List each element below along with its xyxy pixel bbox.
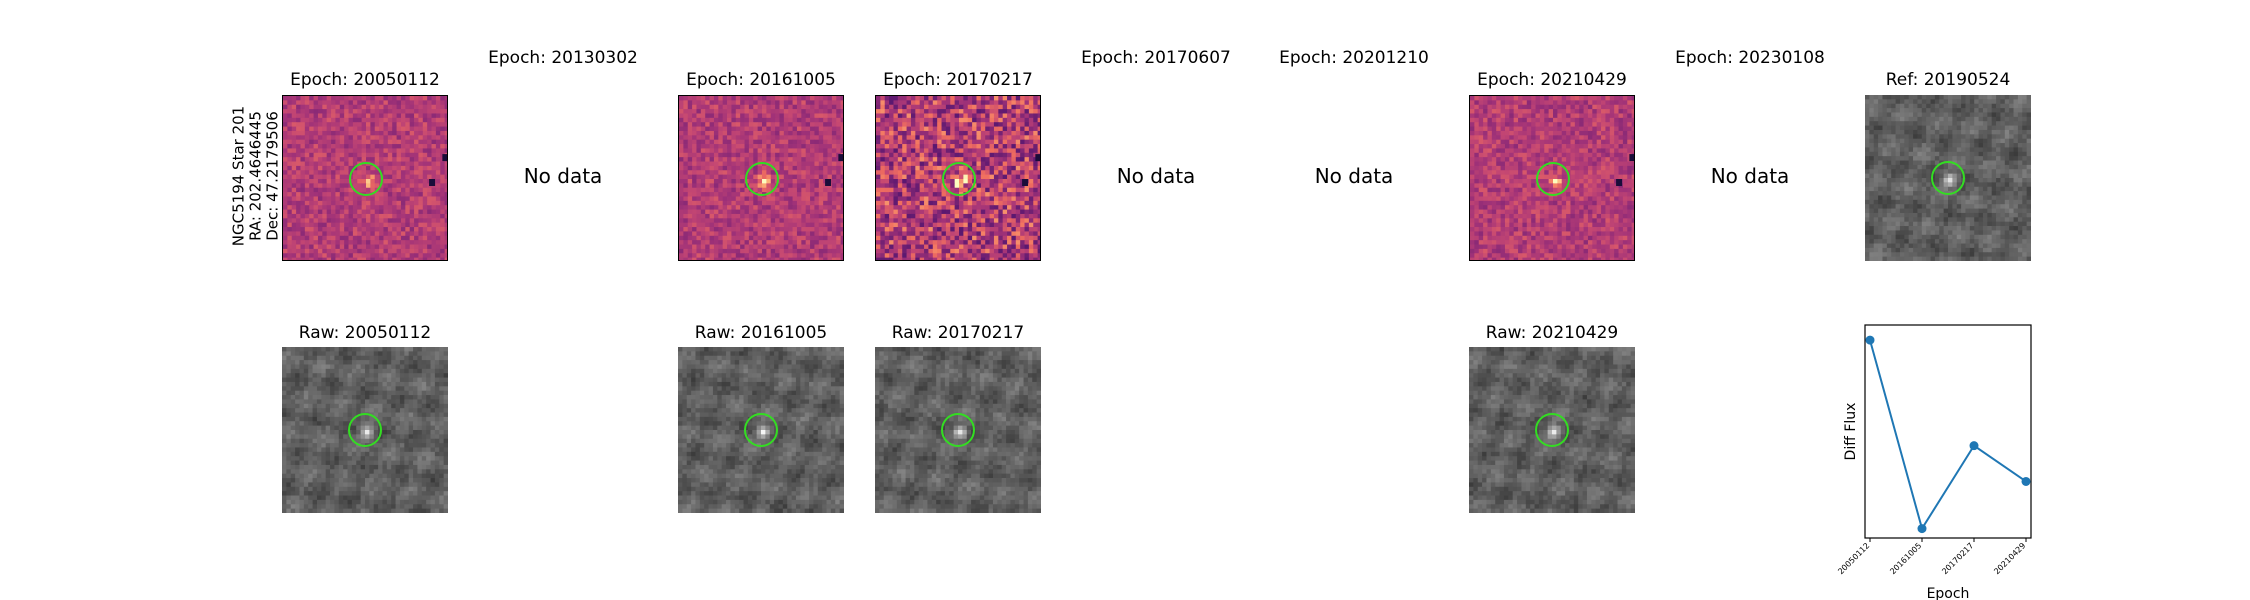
raw-image-2 xyxy=(875,347,1041,513)
star-name: NGC5194 Star 201 xyxy=(229,105,248,247)
no-data-1: No data xyxy=(523,164,603,188)
data-point xyxy=(1917,524,1927,534)
source-marker-circle xyxy=(1536,162,1570,196)
diff-image-0 xyxy=(282,95,448,261)
dec-value: Dec: 47.2179506 xyxy=(263,111,282,241)
source-marker-circle xyxy=(745,162,779,196)
source-marker-circle xyxy=(941,413,975,447)
x-tick-label: 20210429 xyxy=(1992,541,2027,576)
source-marker-circle xyxy=(942,162,976,196)
diff-image-2 xyxy=(678,95,844,261)
raw-title-1: Raw: 20161005 xyxy=(694,323,828,343)
diff-image-3 xyxy=(875,95,1041,261)
diff-title-4: Epoch: 20170607 xyxy=(1081,48,1231,68)
x-axis-label: Epoch xyxy=(1927,586,1970,600)
diff-title-0: Epoch: 20050112 xyxy=(290,70,440,90)
diff-image-6 xyxy=(1469,95,1635,261)
x-tick-label: 20161005 xyxy=(1888,541,1923,576)
ref-title: Ref: 20190524 xyxy=(1885,70,2011,90)
data-point xyxy=(1865,335,1875,345)
source-marker-circle xyxy=(744,413,778,447)
series-line xyxy=(1869,339,2027,532)
diff-title-7: Epoch: 20230108 xyxy=(1675,48,1825,68)
diff-title-2: Epoch: 20161005 xyxy=(686,70,836,90)
row-label: NGC5194 Star 201 RA: 202.4646445 Dec: 47… xyxy=(229,105,282,247)
source-marker-circle xyxy=(348,413,382,447)
diff-title-5: Epoch: 20201210 xyxy=(1279,48,1429,68)
source-marker-circle xyxy=(1535,413,1569,447)
raw-title-3: Raw: 20210429 xyxy=(1485,323,1619,343)
raw-title-2: Raw: 20170217 xyxy=(891,323,1025,343)
x-tick-label: 20050112 xyxy=(1836,541,1871,576)
diff-title-3: Epoch: 20170217 xyxy=(883,70,1033,90)
source-marker-circle xyxy=(349,162,383,196)
diff-title-1: Epoch: 20130302 xyxy=(488,48,638,68)
raw-image-1 xyxy=(678,347,844,513)
data-point xyxy=(2021,476,2031,486)
raw-image-0 xyxy=(282,347,448,513)
y-axis-label: Diff Flux xyxy=(1843,403,1859,461)
no-data-4: No data xyxy=(1116,164,1196,188)
diff-flux-chart: 20050112 20161005 20170217 20210429 Epoch Dif… xyxy=(1836,324,2032,600)
raw-image-3 xyxy=(1469,347,1635,513)
data-point xyxy=(1969,441,1979,451)
x-tick-label: 20170217 xyxy=(1940,541,1975,576)
no-data-7: No data xyxy=(1710,164,1790,188)
raw-title-0: Raw: 20050112 xyxy=(298,323,432,343)
diff-title-6: Epoch: 20210429 xyxy=(1477,70,1627,90)
reference-image xyxy=(1865,95,2031,261)
source-marker-circle xyxy=(1931,161,1965,195)
plot-frame xyxy=(1864,324,2032,539)
no-data-5: No data xyxy=(1314,164,1394,188)
ra-value: RA: 202.4646445 xyxy=(246,111,265,241)
